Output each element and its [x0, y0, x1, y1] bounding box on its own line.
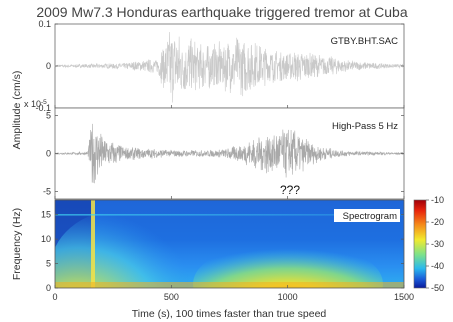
chart-title: 2009 Mw7.3 Honduras earthquake triggered… — [36, 4, 407, 20]
tremor-question-annotation: ??? — [280, 183, 300, 197]
xtick-label: 0 — [52, 292, 57, 302]
spectrogram-band-line — [55, 214, 404, 216]
panel-spectrogram-label: Spectrogram — [343, 211, 397, 222]
ytick-label: 5 — [46, 259, 51, 269]
ytick-label: 15 — [41, 210, 51, 220]
panel-highpass: High-Pass 5 Hz 5 0 -5 — [43, 107, 405, 200]
spectrogram-low-freq-band — [55, 282, 404, 288]
panel-spectrogram-frame — [54, 199, 405, 289]
panel-spectrogram: Spectrogram 15 10 5 0 Frequency (Hz) 0 500 10… — [11, 105, 414, 320]
colorbar-tick-label: -40 — [431, 261, 444, 271]
colorbar-ticks: -10 -20 -30 -40 -50 — [426, 195, 444, 293]
spectrogram-label-box — [334, 209, 400, 222]
panel-broadband-label: GTBY.BHT.SAC — [331, 36, 399, 47]
colorbar-tick-label: -50 — [431, 283, 444, 293]
ytick-label: 0 — [46, 149, 51, 159]
panel-highpass-yticks: 5 0 -5 — [43, 111, 404, 196]
panel-spectrogram-yticks: 15 10 5 0 — [41, 210, 404, 293]
xtick-label: 500 — [164, 292, 179, 302]
colorbar-tick-label: -20 — [431, 217, 444, 227]
ytick-label: -5 — [43, 186, 51, 196]
x-axis-label: Time (s), 100 times faster than true spe… — [132, 308, 327, 320]
ytick-label: 5 — [46, 111, 51, 121]
broadband-scale-exp: -5 — [41, 99, 47, 106]
colorbar-tick-label: -10 — [431, 195, 444, 205]
ytick-label: 0 — [46, 61, 51, 71]
panel-broadband: GTBY.BHT.SAC 0.1 0 -0.1 x 10-5 — [24, 19, 405, 113]
colorbar-tick-label: -30 — [431, 239, 444, 249]
spectrogram-onset-line — [91, 200, 95, 288]
ytick-label: 10 — [41, 234, 51, 244]
x-axis-ticks: 0 500 1000 1500 — [52, 105, 414, 302]
panel-highpass-label: High-Pass 5 Hz — [332, 121, 398, 132]
spectrogram-tremor-energy — [193, 240, 383, 288]
highpass-trace — [54, 123, 405, 184]
ytick-label: 0.1 — [38, 19, 51, 29]
xtick-label: 1500 — [394, 292, 414, 302]
xtick-label: 1000 — [278, 292, 298, 302]
broadband-scale-note: x 10-5 — [24, 99, 47, 109]
colorbar: -10 -20 -30 -40 -50 — [413, 195, 444, 293]
ytick-label: 0 — [46, 283, 51, 293]
colorbar-gradient — [413, 199, 427, 289]
amplitude-axis-label: Amplitude (cm/s) — [11, 71, 23, 150]
frequency-axis-label: Frequency (Hz) — [11, 208, 23, 280]
broadband-trace — [54, 31, 405, 103]
broadband-scale-base: x 10 — [24, 99, 41, 109]
ytick-label: -0.1 — [35, 103, 51, 113]
spectrogram-onset-energy — [55, 210, 190, 288]
